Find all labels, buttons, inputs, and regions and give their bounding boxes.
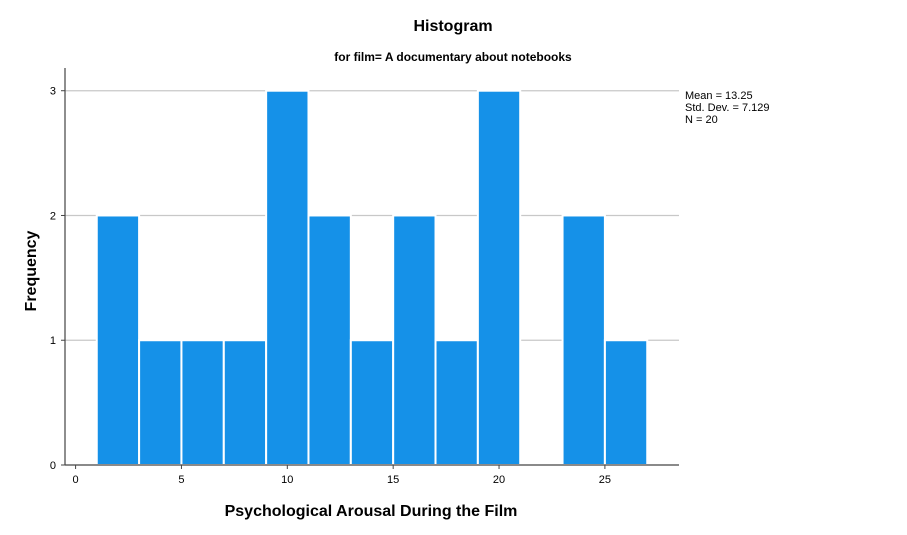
histogram-bar — [307, 214, 352, 466]
histogram-bar — [349, 339, 395, 466]
histogram-bar — [222, 339, 268, 466]
y-tick-label: 0 — [50, 460, 56, 472]
histogram-bar — [476, 89, 522, 466]
x-tick-label: 20 — [493, 474, 505, 486]
x-tick-label: 5 — [178, 474, 184, 486]
x-tick-label: 0 — [73, 474, 79, 486]
histogram-bar — [138, 339, 183, 466]
histogram-bar — [265, 89, 310, 466]
y-tick-label: 3 — [50, 86, 56, 98]
stat-std-dev: Std. Dev. = 7.129 — [685, 102, 770, 114]
histogram-bar — [392, 214, 437, 466]
histogram-bars — [95, 89, 649, 466]
chart-subtitle: for film= A documentary about notebooks — [334, 50, 572, 64]
y-tick-label: 2 — [50, 210, 56, 222]
y-axis-label: Frequency — [23, 230, 40, 311]
histogram-bar — [180, 339, 225, 466]
tick-labels: 0 1 2 3 0 5 10 15 20 25 — [50, 86, 611, 486]
histogram-bar — [561, 214, 606, 466]
x-axis-label: Psychological Arousal During the Film — [225, 503, 518, 520]
histogram-bar — [434, 339, 479, 466]
summary-stats: Mean = 13.25 Std. Dev. = 7.129 N = 20 — [685, 90, 770, 126]
stat-n: N = 20 — [685, 114, 718, 126]
y-tick-label: 1 — [50, 335, 56, 347]
x-tick-label: 25 — [599, 474, 611, 486]
histogram-bar — [603, 339, 649, 466]
stat-mean: Mean = 13.25 — [685, 90, 753, 102]
axes — [61, 68, 679, 469]
chart-title: Histogram — [413, 18, 492, 35]
x-tick-label: 15 — [387, 474, 399, 486]
histogram-bar — [95, 214, 141, 466]
x-tick-label: 10 — [281, 474, 293, 486]
